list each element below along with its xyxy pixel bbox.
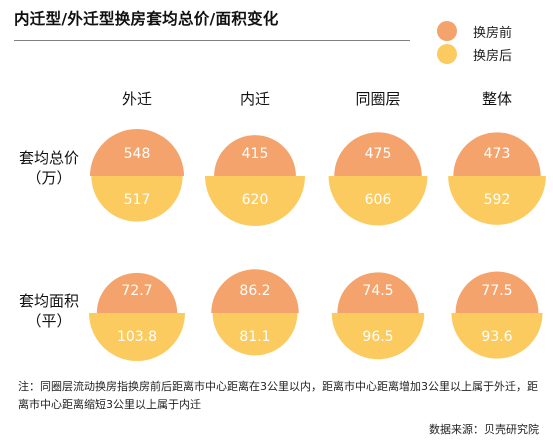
row-label-avg-price-title: 套均总价: [18, 149, 79, 167]
price-before-semicircle-inward: [214, 135, 296, 176]
legend-swatch-before: [437, 21, 457, 41]
price-after-value-same-ring: 606: [365, 192, 392, 208]
footnote: 注：同圈层流动换房指换房前后距离市中心距离在3公里以内，距离市中心距离增加3公里…: [18, 380, 538, 411]
area-after-value-overall: 93.6: [481, 329, 512, 345]
area-before-semicircle-inward: [211, 269, 299, 313]
area-before-semicircle-same-ring: [337, 272, 419, 313]
data-source: 数据来源：贝壳研究院: [429, 423, 539, 436]
area-before-semicircle-overall: [455, 271, 539, 313]
price-after-value-overall: 592: [484, 192, 511, 208]
price-after-semicircle-outward: [91, 176, 183, 222]
legend-item-after: 换房后: [437, 44, 512, 64]
price-after-semicircle-inward: [205, 176, 305, 226]
price-after-semicircle-overall: [448, 176, 546, 225]
area-before-semicircle-outward: [96, 272, 178, 313]
price-after-semicircle-same-ring: [328, 176, 428, 226]
area-before-value-inward: 86.2: [239, 283, 270, 299]
row-label-avg-price-unit: （万）: [26, 169, 72, 187]
legend-label-before: 换房前: [473, 25, 513, 41]
area-after-semicircle-same-ring: [331, 313, 425, 360]
legend-label-after: 换房后: [473, 48, 513, 64]
category-label-overall: 整体: [481, 90, 512, 108]
area-after-semicircle-inward: [212, 313, 298, 356]
price-before-value-same-ring: 475: [365, 146, 392, 162]
area-after-value-same-ring: 96.5: [362, 329, 393, 345]
row-label-avg-area-title: 套均面积: [18, 292, 79, 310]
area-after-semicircle-overall: [451, 313, 543, 359]
row-label-avg-area-unit: （平）: [26, 312, 72, 330]
price-before-value-inward: 415: [242, 146, 269, 162]
price-before-semicircle-same-ring: [334, 132, 422, 176]
price-after-value-outward: 517: [124, 192, 151, 208]
area-before-value-overall: 77.5: [481, 283, 512, 299]
category-label-same-ring: 同圈层: [355, 90, 401, 108]
area-after-value-inward: 81.1: [239, 329, 270, 345]
price-before-value-outward: 548: [124, 146, 151, 162]
chart-title: 内迁型/外迁型换房套均总价/面积变化: [14, 10, 279, 28]
legend-item-before: 换房前: [437, 21, 512, 41]
price-before-value-overall: 473: [484, 146, 511, 162]
area-after-semicircle-outward: [89, 313, 185, 361]
title-underline: [14, 40, 410, 41]
area-before-value-outward: 72.7: [121, 283, 152, 299]
price-after-value-inward: 620: [242, 192, 269, 208]
price-before-semicircle-outward: [89, 128, 185, 176]
price-before-semicircle-overall: [453, 132, 541, 176]
category-label-inward: 内迁: [239, 90, 270, 108]
row-label-avg-price: 套均总价 （万）: [4, 148, 94, 188]
area-before-value-same-ring: 74.5: [362, 283, 393, 299]
area-after-value-outward: 103.8: [117, 329, 157, 345]
legend-swatch-after: [437, 44, 457, 64]
category-label-outward: 外迁: [121, 90, 152, 108]
row-label-avg-area: 套均面积 （平）: [4, 291, 94, 331]
